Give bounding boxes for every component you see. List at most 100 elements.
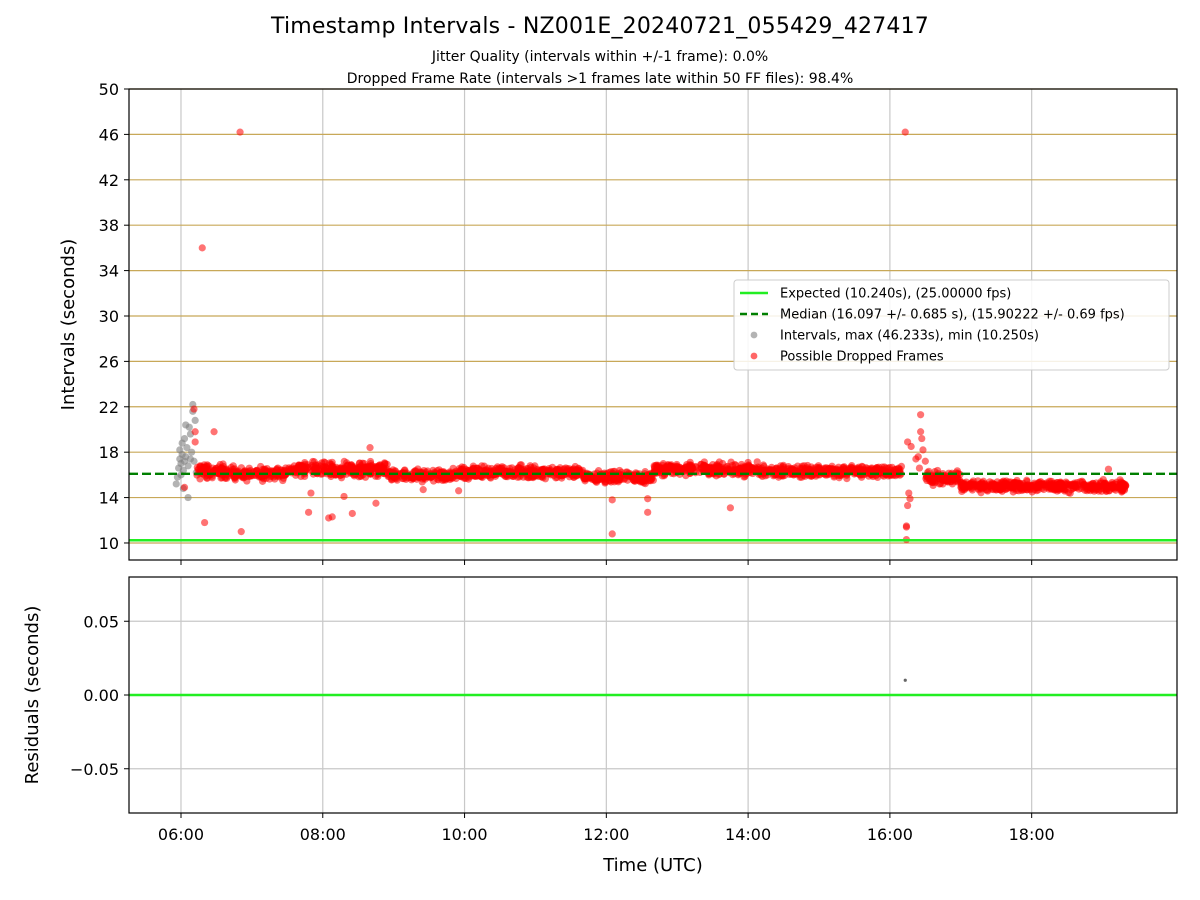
y-tick-label: 46 [99, 125, 119, 144]
y-axis-label-intervals: Intervals (seconds) [58, 239, 79, 411]
dropped-frame-point [216, 460, 224, 469]
dropped-frame-point [193, 463, 201, 471]
dropped-frame-point [787, 464, 796, 473]
y-tick-label: 34 [99, 262, 119, 281]
x-tick-label: 16:00 [867, 825, 913, 844]
dropped-frame-point [780, 465, 788, 474]
interval-point [172, 480, 180, 488]
legend-label: Expected (10.240s), (25.00000 fps) [780, 287, 1011, 302]
dropped-frame-point [675, 466, 683, 475]
dropped-frame-outlier [304, 508, 313, 516]
intervals-points [172, 400, 200, 502]
dropped-frame-outlier [191, 438, 199, 446]
top-plot-frame [128, 88, 1178, 561]
residual-y-tick-label: 0.05 [83, 612, 119, 631]
dropped-frame-outlier [366, 444, 374, 452]
dropped-frame-outlier [340, 492, 348, 501]
dropped-frame-outlier [608, 496, 616, 504]
dropped-frame-point [715, 458, 723, 466]
dropped-frame-point [897, 462, 906, 471]
dropped-frame-point [638, 474, 647, 482]
legend-label: Median (16.097 +/- 0.685 s), (15.90222 +… [780, 308, 1125, 323]
dropped-frame-outlier [307, 489, 315, 497]
dropped-frame-outlier [372, 499, 380, 507]
dropped-frame-outlier [901, 128, 909, 136]
dropped-frame-point [727, 458, 735, 466]
dropped-frame-point [1110, 480, 1119, 488]
y-tick-label: 30 [99, 307, 119, 326]
dropped-frame-point [984, 487, 992, 495]
dropped-frame-outlier [236, 128, 244, 136]
interval-point [184, 462, 192, 470]
interval-point [188, 448, 196, 456]
y-tick-label: 14 [99, 489, 119, 508]
dropped-frame-point [1071, 483, 1079, 491]
dropped-frame-point [944, 478, 952, 486]
dropped-frame-point [493, 463, 502, 471]
interval-point [191, 416, 199, 425]
dropped-frame-outlier [918, 434, 926, 443]
x-axis-label: Time (UTC) [602, 855, 703, 876]
dropped-frame-point [347, 464, 355, 472]
legend-intervals-swatch [750, 331, 758, 339]
dropped-frame-point [1025, 483, 1033, 492]
dropped-frame-point [1092, 479, 1100, 487]
dropped-frame-outlier [1104, 465, 1113, 473]
dropped-frame-outlier [906, 495, 914, 503]
dropped-frame-point [1098, 487, 1106, 495]
dropped-frame-point [650, 465, 659, 473]
dropped-frame-point [265, 475, 274, 483]
dropped-frame-outlier [917, 428, 925, 436]
dropped-frame-point [763, 465, 771, 473]
dropped-frame-outlier [907, 442, 915, 451]
dropped-frame-point [850, 470, 858, 478]
dropped-frame-point [658, 467, 666, 475]
dropped-frame-outlier [726, 504, 734, 512]
x-tick-label: 18:00 [1009, 825, 1055, 844]
dropped-frame-outlier [210, 428, 218, 436]
x-tick-label: 12:00 [583, 825, 629, 844]
dropped-frame-point [211, 466, 219, 474]
dropped-frame-point [310, 458, 318, 466]
interval-point [179, 466, 187, 474]
dropped-frame-point [1005, 478, 1013, 486]
dropped-frame-point [1079, 478, 1087, 486]
dropped-frame-point [514, 473, 522, 481]
legend-dropped-swatch [750, 352, 758, 360]
dropped-frame-outlier [180, 483, 189, 491]
dropped-frame-point [969, 477, 977, 485]
legend-label: Possible Dropped Frames [780, 350, 944, 365]
intervals-panel: 10 14 18 22 26 30 34 38 42 46 50 Intervals (seconds… [58, 80, 1178, 565]
dropped-frame-outlier [191, 428, 199, 436]
dropped-frame-point [741, 463, 750, 471]
residual-y-tick-label: −0.05 [70, 760, 119, 779]
dropped-frame-point [552, 474, 560, 482]
dropped-frame-point [840, 464, 848, 472]
dropped-frame-outlier [915, 464, 924, 472]
dropped-frame-outlier [328, 513, 336, 521]
dropped-frame-point [339, 464, 348, 473]
dropped-frame-point [875, 463, 883, 471]
dropped-frame-point [597, 475, 606, 483]
y-tick-label: 50 [99, 80, 119, 99]
legend-box [733, 279, 1170, 371]
dropped-frame-point [292, 465, 301, 473]
dropped-frame-point [203, 474, 211, 482]
dropped-frame-point [936, 480, 945, 488]
residuals-panel: 0.05 0.00 −0.05 06:00 08:00 10:00 12:00 14:00 16… [22, 576, 1178, 876]
dropped-frame-point [372, 463, 381, 472]
dropped-frame-point [527, 463, 535, 471]
dropped-frame-point [840, 470, 848, 478]
dropped-frame-outlier [455, 487, 463, 495]
dropped-frame-point [231, 465, 239, 473]
dropped-frame-point [1050, 479, 1058, 487]
interval-point [190, 457, 198, 465]
dropped-frame-outlier [919, 446, 927, 454]
dropped-frame-point [591, 477, 599, 485]
y-tick-label: 22 [99, 398, 119, 417]
dropped-frame-point [583, 473, 591, 481]
dropped-frame-point [890, 466, 898, 474]
interval-point [183, 444, 191, 452]
dropped-frame-outlier [644, 495, 652, 503]
